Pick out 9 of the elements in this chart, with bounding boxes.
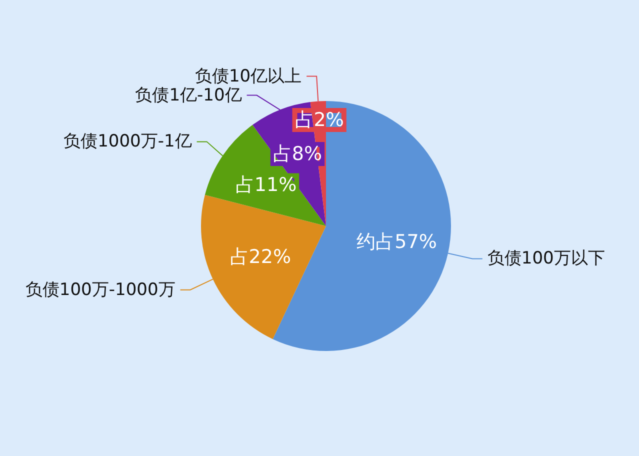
slice-label: 负债100万-1000万: [25, 280, 176, 300]
data-label: 占22%: [230, 246, 292, 268]
slice-label: 负债1亿-10亿: [135, 85, 242, 106]
slice-label: 负债100万以下: [487, 248, 605, 269]
data-label: 约占57%: [356, 230, 437, 253]
data-label: 占8%: [272, 142, 322, 165]
data-label: 占11%: [235, 174, 297, 196]
slice-label: 负债1000万-1亿: [64, 132, 192, 152]
slice-label: 负债10亿以上: [194, 66, 302, 86]
